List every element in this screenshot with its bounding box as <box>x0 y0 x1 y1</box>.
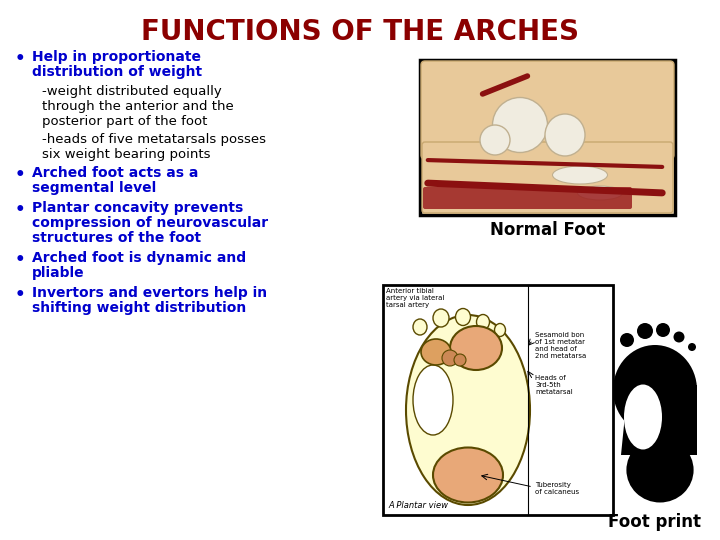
Ellipse shape <box>673 332 685 342</box>
Text: posterior part of the foot: posterior part of the foot <box>42 115 207 128</box>
Text: •: • <box>15 201 26 219</box>
Text: Heads of
3rd-5th
metatarsal: Heads of 3rd-5th metatarsal <box>535 375 572 395</box>
Text: •: • <box>15 251 26 269</box>
Ellipse shape <box>624 384 662 449</box>
Ellipse shape <box>480 125 510 155</box>
Ellipse shape <box>433 309 449 327</box>
Bar <box>420 60 675 215</box>
Ellipse shape <box>421 339 451 365</box>
Ellipse shape <box>626 437 693 503</box>
Text: Anterior tibial
artery via lateral
tarsal artery: Anterior tibial artery via lateral tarsa… <box>386 288 444 308</box>
Ellipse shape <box>620 333 634 347</box>
Ellipse shape <box>433 448 503 503</box>
Text: structures of the foot: structures of the foot <box>32 231 201 245</box>
Ellipse shape <box>495 323 505 336</box>
Text: distribution of weight: distribution of weight <box>32 65 202 79</box>
Text: segmental level: segmental level <box>32 181 156 195</box>
Text: through the anterior and the: through the anterior and the <box>42 100 234 113</box>
Ellipse shape <box>413 365 453 435</box>
Text: Foot print: Foot print <box>608 513 701 531</box>
Ellipse shape <box>613 345 697 435</box>
Text: Sesamoid bon
of 1st metatar
and head of
2nd metatarsa: Sesamoid bon of 1st metatar and head of … <box>535 332 586 359</box>
Ellipse shape <box>456 308 470 326</box>
Text: •: • <box>15 166 26 184</box>
Text: compression of neurovascular: compression of neurovascular <box>32 216 268 230</box>
Text: -weight distributed equally: -weight distributed equally <box>42 85 222 98</box>
Text: Arched foot acts as a: Arched foot acts as a <box>32 166 199 180</box>
Text: six weight bearing points: six weight bearing points <box>42 148 210 161</box>
Ellipse shape <box>552 166 608 184</box>
Text: A Plantar view: A Plantar view <box>388 501 448 510</box>
Text: Invertors and evertors help in: Invertors and evertors help in <box>32 286 267 300</box>
Text: FUNCTIONS OF THE ARCHES: FUNCTIONS OF THE ARCHES <box>141 18 579 46</box>
Ellipse shape <box>688 343 696 351</box>
Text: Normal Foot: Normal Foot <box>490 221 605 239</box>
Ellipse shape <box>450 326 502 370</box>
FancyBboxPatch shape <box>423 187 632 209</box>
Ellipse shape <box>545 114 585 156</box>
FancyBboxPatch shape <box>422 142 673 213</box>
Text: Arched foot is dynamic and: Arched foot is dynamic and <box>32 251 246 265</box>
Ellipse shape <box>406 315 530 505</box>
Ellipse shape <box>637 323 653 339</box>
Circle shape <box>454 354 466 366</box>
Text: Help in proportionate: Help in proportionate <box>32 50 201 64</box>
Text: shifting weight distribution: shifting weight distribution <box>32 301 246 315</box>
Ellipse shape <box>577 186 623 200</box>
Text: •: • <box>15 50 26 68</box>
Text: pliable: pliable <box>32 266 85 280</box>
FancyBboxPatch shape <box>421 61 674 159</box>
Ellipse shape <box>492 98 547 152</box>
Text: -heads of five metatarsals posses: -heads of five metatarsals posses <box>42 133 266 146</box>
Ellipse shape <box>656 323 670 337</box>
Bar <box>423 63 672 212</box>
Ellipse shape <box>477 314 490 329</box>
Bar <box>383 285 613 515</box>
Text: Plantar concavity prevents: Plantar concavity prevents <box>32 201 243 215</box>
Polygon shape <box>621 385 697 455</box>
Ellipse shape <box>413 319 427 335</box>
Text: •: • <box>15 286 26 304</box>
Text: Tuberosity
of calcaneus: Tuberosity of calcaneus <box>535 482 579 495</box>
Circle shape <box>442 350 458 366</box>
